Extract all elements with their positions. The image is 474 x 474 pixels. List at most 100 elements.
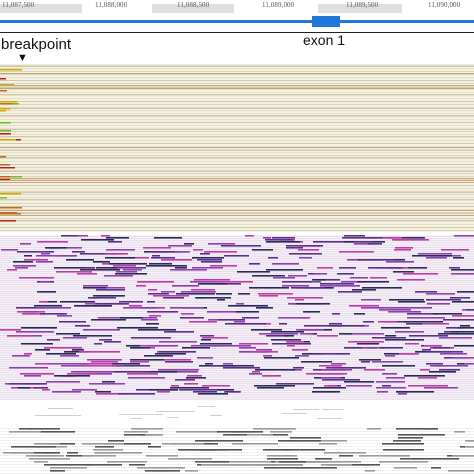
aligned-read	[382, 443, 398, 445]
discordant-read	[154, 237, 182, 239]
discordant-read	[24, 255, 32, 257]
discordant-read	[91, 319, 126, 321]
discordant-read	[75, 325, 90, 327]
discordant-read	[452, 315, 474, 317]
discordant-read	[298, 249, 319, 251]
soft-clipped-read	[0, 176, 22, 178]
discordant-read	[372, 361, 403, 363]
aligned-read-row	[0, 249, 474, 250]
discordant-read	[426, 351, 463, 353]
aligned-read	[278, 440, 321, 442]
aligned-read-row	[0, 286, 474, 288]
aligned-read	[317, 418, 342, 419]
discordant-read	[301, 361, 332, 363]
aligned-read	[244, 434, 273, 436]
ruler-tick-label: 11,090,000	[428, 1, 461, 9]
aligned-read-row	[0, 330, 474, 332]
aligned-read	[398, 434, 445, 436]
discordant-read	[256, 307, 273, 309]
aligned-read-row	[0, 326, 474, 327]
discordant-read	[354, 241, 372, 243]
aligned-read-row	[0, 155, 474, 156]
discordant-read	[112, 363, 140, 365]
aligned-read	[290, 437, 321, 439]
discordant-read	[453, 257, 464, 259]
aligned-read	[126, 443, 151, 445]
aligned-read-row	[0, 197, 474, 198]
aligned-read	[148, 446, 161, 448]
aligned-read-row	[0, 185, 474, 186]
discordant-read	[170, 307, 204, 309]
discordant-read	[63, 337, 87, 339]
mismatch-read-row	[0, 182, 474, 183]
exon-1-block[interactable]	[312, 16, 340, 27]
discordant-read	[187, 375, 202, 377]
discordant-read	[452, 301, 474, 303]
discordant-read	[234, 321, 245, 323]
alignment-panel-1[interactable]	[0, 64, 474, 232]
discordant-read	[326, 367, 363, 369]
discordant-read	[263, 237, 271, 239]
discordant-read	[128, 377, 165, 379]
discordant-read	[7, 335, 33, 337]
discordant-read	[228, 305, 268, 307]
exon-label: exon 1	[303, 32, 346, 48]
aligned-read-row	[0, 297, 474, 299]
discordant-read	[143, 247, 171, 249]
aligned-read-row	[0, 161, 474, 162]
discordant-read	[95, 391, 111, 393]
discordant-read	[344, 235, 365, 237]
aligned-read	[48, 408, 73, 409]
alignment-panel-3[interactable]	[0, 402, 474, 424]
aligned-read-row	[0, 387, 474, 389]
discordant-read	[364, 369, 385, 371]
discordant-read	[214, 281, 253, 283]
discordant-read	[102, 263, 114, 265]
discordant-read	[80, 253, 96, 255]
discordant-read	[407, 317, 445, 319]
discordant-read	[302, 353, 323, 355]
discordant-read	[361, 307, 396, 309]
aligned-read-row	[0, 116, 474, 117]
discordant-read	[72, 349, 84, 351]
aligned-read	[66, 455, 91, 457]
discordant-read	[170, 387, 209, 389]
discordant-read	[207, 311, 241, 313]
aligned-read-row	[0, 131, 474, 132]
soft-clipped-read	[0, 197, 7, 199]
discordant-read	[424, 345, 442, 347]
discordant-read	[184, 243, 194, 245]
discordant-read	[254, 385, 295, 387]
aligned-read	[452, 455, 474, 457]
discordant-read	[436, 365, 449, 367]
discordant-read	[438, 333, 474, 335]
aligned-read-row	[0, 203, 474, 204]
discordant-read	[408, 385, 448, 387]
discordant-read	[45, 247, 67, 249]
aligned-read-row	[0, 110, 474, 111]
alignment-panel-2[interactable]	[0, 235, 474, 400]
discordant-read	[398, 301, 425, 303]
discordant-read	[0, 329, 21, 331]
discordant-read	[382, 385, 391, 387]
discordant-read	[394, 249, 411, 251]
aligned-read-row	[0, 134, 474, 135]
alignment-panel-4[interactable]	[0, 426, 474, 474]
aligned-read	[393, 440, 421, 442]
discordant-read	[249, 373, 262, 375]
discordant-read	[415, 291, 437, 293]
discordant-read	[397, 391, 434, 393]
discordant-read	[251, 351, 278, 353]
discordant-read	[198, 283, 227, 285]
discordant-read	[192, 267, 223, 269]
discordant-read	[439, 337, 472, 339]
discordant-read	[320, 285, 360, 287]
discordant-read	[36, 255, 77, 257]
discordant-read	[287, 297, 323, 299]
discordant-read	[392, 239, 429, 241]
soft-clipped-read	[0, 179, 10, 181]
discordant-read	[89, 383, 125, 385]
discordant-read	[106, 237, 129, 239]
aligned-read-row	[0, 87, 474, 88]
discordant-read	[377, 391, 388, 393]
